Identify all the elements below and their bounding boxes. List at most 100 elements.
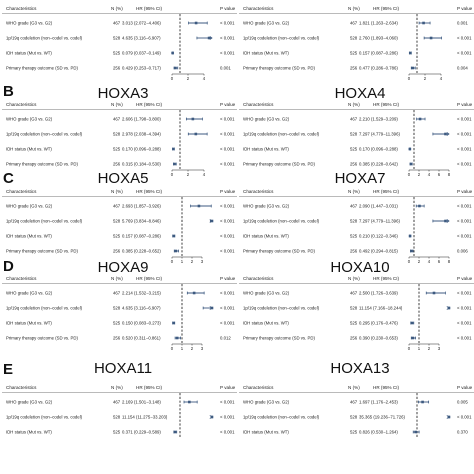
hr-point bbox=[429, 36, 433, 40]
row-n: 525 bbox=[350, 430, 358, 435]
row-p-value: < 0.001 bbox=[457, 321, 472, 326]
row-hr-text: 0.429 (0.253−0.717) bbox=[122, 66, 161, 71]
row-label: WHO grade (G3 vs. G2) bbox=[243, 117, 290, 122]
header-characteristics: Characteristics bbox=[6, 6, 37, 11]
x-tick-label: 0 bbox=[171, 172, 174, 177]
row-n: 256 bbox=[113, 336, 121, 341]
row-n: 467 bbox=[113, 204, 121, 209]
header-hr: HR (95% CI) bbox=[373, 276, 400, 281]
row-hr-text: 7.297 (4.779−11.396) bbox=[359, 132, 400, 137]
header-hr: HR (95% CI) bbox=[373, 189, 400, 194]
forest-plot-svg: Characteristics N (%) HR (95% CI) P value WH… bbox=[2, 276, 237, 351]
row-hr-text: 2.693 (1.857−3.926) bbox=[122, 204, 161, 209]
x-tick-label: 3 bbox=[201, 346, 204, 351]
header-characteristics: Characteristics bbox=[6, 385, 37, 390]
row-label: Primary therapy outcome (SD vs. PD) bbox=[243, 336, 315, 341]
row-label: Primary therapy outcome (SD vs. PD) bbox=[243, 249, 315, 254]
row-n: 467 bbox=[113, 400, 121, 405]
x-tick-label: 2 bbox=[187, 76, 190, 81]
x-tick-label: 4 bbox=[203, 172, 206, 177]
header-hr: HR (95% CI) bbox=[373, 6, 400, 11]
hr-point bbox=[418, 117, 422, 121]
header-characteristics: Characteristics bbox=[6, 102, 37, 107]
row-hr-text: 3.013 (2.072−4.406) bbox=[122, 21, 161, 26]
header-n: N (%) bbox=[348, 189, 360, 194]
hr-point bbox=[444, 132, 447, 136]
row-label: WHO grade (G3 vs. G2) bbox=[243, 204, 290, 209]
row-p-value: < 0.001 bbox=[220, 321, 235, 326]
row-n: 528 bbox=[113, 132, 121, 137]
row-label: IDH status (Mut vs. WT) bbox=[243, 234, 289, 239]
row-label: Primary therapy outcome (SD vs. PD) bbox=[6, 162, 78, 167]
row-n: 256 bbox=[350, 249, 358, 254]
header-n: N (%) bbox=[111, 6, 123, 11]
hr-point bbox=[414, 430, 417, 434]
ci-arrow bbox=[209, 36, 213, 40]
forest-plot-svg: Characteristics N (%) HR (95% CI) P value WH… bbox=[239, 189, 474, 264]
gene-title: HOXA7 bbox=[334, 170, 386, 187]
header-n: N (%) bbox=[348, 385, 360, 390]
hr-point bbox=[410, 321, 414, 325]
row-label: 1p/19q codeletion (non−codel vs. codel) bbox=[6, 36, 83, 41]
header-p-value: P value bbox=[457, 189, 473, 194]
row-n: 528 bbox=[350, 306, 358, 311]
x-tick-label: 2 bbox=[191, 259, 194, 264]
hr-point bbox=[447, 306, 451, 310]
forest-plot-panel: Characteristics N (%) HR (95% CI) P value WH… bbox=[239, 381, 474, 463]
forest-plot-svg: Characteristics N (%) HR (95% CI) P value WH… bbox=[239, 102, 474, 177]
row-label: IDH status (Mut vs. WT) bbox=[243, 321, 289, 326]
gene-title: HOXA10 bbox=[330, 259, 390, 276]
hr-point bbox=[422, 21, 425, 25]
hr-point bbox=[171, 51, 174, 55]
row-label: Primary therapy outcome (SD vs. PD) bbox=[243, 66, 315, 71]
row-label: 1p/19q codeletion (non−codel vs. codel) bbox=[6, 132, 83, 137]
header-n: N (%) bbox=[348, 276, 360, 281]
row-label: Primary therapy outcome (SD vs. PD) bbox=[6, 249, 78, 254]
row-label: WHO grade (G3 vs. G2) bbox=[6, 291, 53, 296]
row-p-value: 0.006 bbox=[457, 249, 468, 254]
header-characteristics: Characteristics bbox=[6, 189, 37, 194]
forest-plot-panel: Characteristics N (%) HR (95% CI) P value WH… bbox=[239, 272, 474, 354]
row-p-value: < 0.001 bbox=[457, 147, 472, 152]
forest-plot-panel: Characteristics N (%) HR (95% CI) P value WH… bbox=[2, 98, 237, 180]
row-label: WHO grade (G3 vs. G2) bbox=[6, 117, 53, 122]
row-p-value: < 0.001 bbox=[457, 306, 472, 311]
row-label: WHO grade (G3 vs. G2) bbox=[6, 400, 53, 405]
hr-point bbox=[447, 415, 451, 419]
header-p-value: P value bbox=[457, 102, 473, 107]
forest-plot-panel: Characteristics N (%) HR (95% CI) P value WH… bbox=[2, 381, 237, 463]
hr-point bbox=[191, 117, 195, 121]
hr-point bbox=[192, 291, 196, 295]
x-tick-label: 1 bbox=[181, 259, 184, 264]
hr-point bbox=[410, 249, 413, 253]
forest-plot-svg: Characteristics N (%) HR (95% CI) P value WH… bbox=[2, 6, 237, 81]
forest-plot-panel: Characteristics N (%) HR (95% CI) P value WH… bbox=[2, 272, 237, 354]
hr-point bbox=[172, 147, 175, 151]
row-hr-text: 4.635 (3.116−6.907) bbox=[122, 306, 161, 311]
row-hr-text: 11.154 (11.275−33.203) bbox=[122, 415, 168, 420]
row-hr-text: 11.154 (7.166−18.244) bbox=[359, 306, 403, 311]
gene-title: HOXA9 bbox=[97, 259, 149, 276]
row-hr-text: 1.697 (1.176−2.453) bbox=[359, 400, 398, 405]
row-hr-text: 0.520 (0.311−0.861) bbox=[122, 336, 161, 341]
row-n: 525 bbox=[113, 51, 121, 56]
row-n: 525 bbox=[113, 321, 121, 326]
row-label: 1p/19q codeletion (non−codel vs. codel) bbox=[6, 219, 83, 224]
hr-point bbox=[210, 415, 214, 419]
row-n: 525 bbox=[350, 321, 358, 326]
x-tick-label: 0 bbox=[408, 346, 411, 351]
row-p-value: < 0.001 bbox=[457, 219, 472, 224]
row-n: 528 bbox=[113, 219, 121, 224]
x-tick-label: 4 bbox=[203, 76, 206, 81]
row-n: 256 bbox=[113, 249, 121, 254]
header-characteristics: Characteristics bbox=[243, 102, 274, 107]
row-hr-text: 0.371 (0.229−0.589) bbox=[122, 430, 161, 435]
header-hr: HR (95% CI) bbox=[136, 6, 163, 11]
header-p-value: P value bbox=[220, 276, 236, 281]
row-p-value: 0.005 bbox=[457, 400, 468, 405]
row-p-value: < 0.001 bbox=[220, 132, 235, 137]
row-label: IDH status (Mut vs. WT) bbox=[6, 147, 52, 152]
row-p-value: 0.001 bbox=[457, 21, 468, 26]
x-tick-label: 2 bbox=[418, 259, 421, 264]
